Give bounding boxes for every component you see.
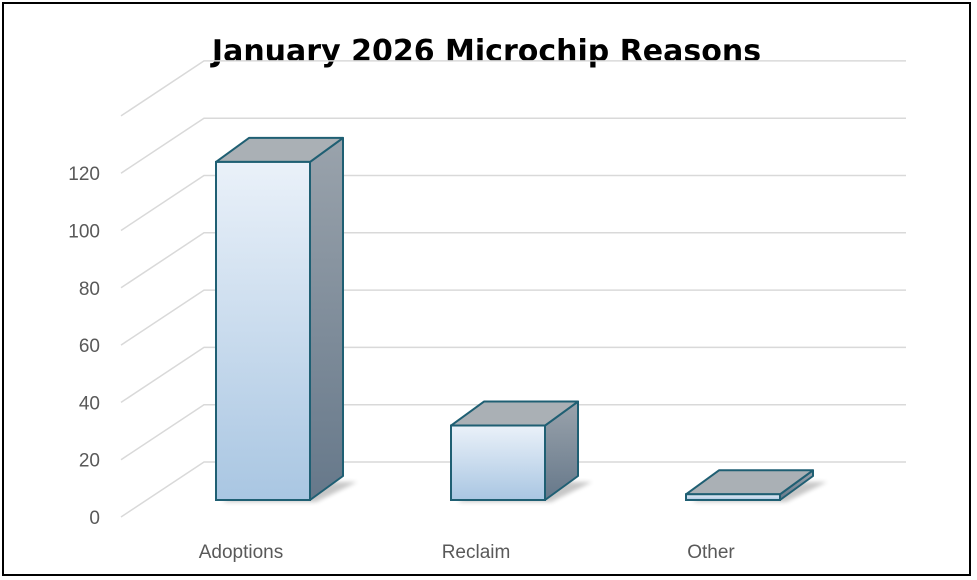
gridlines <box>120 60 906 518</box>
y-tick-label: 120 <box>68 164 100 185</box>
gridline <box>120 403 906 461</box>
y-axis-tick-labels: 0 20 40 60 80 100 120 <box>68 164 100 529</box>
bar-adoptions <box>215 136 357 502</box>
x-axis-category-labels: Adoptions Reclaim Other <box>199 542 736 563</box>
x-category-label: Other <box>687 542 735 563</box>
gridline <box>120 289 906 346</box>
y-tick-label: 40 <box>79 393 100 414</box>
gridline <box>120 461 906 518</box>
y-tick-label: 100 <box>68 222 100 243</box>
gridline <box>120 174 906 232</box>
x-category-label: Adoptions <box>199 542 284 563</box>
bars <box>215 136 827 502</box>
bar-other <box>685 469 827 502</box>
y-tick-label: 80 <box>79 279 100 300</box>
y-tick-label: 0 <box>89 508 100 529</box>
bar-reclaim <box>450 400 592 502</box>
y-tick-label: 60 <box>79 336 100 357</box>
chart-title: January 2026 Microchip Reasons <box>211 34 762 69</box>
y-tick-label: 20 <box>79 451 100 472</box>
gridline <box>120 60 906 117</box>
x-category-label: Reclaim <box>442 542 511 563</box>
chart-plot-area: 0 20 40 60 80 100 120 Adoptions Reclaim Other <box>68 60 906 563</box>
gridline <box>120 232 906 289</box>
gridline <box>120 117 906 174</box>
gridline <box>120 346 906 404</box>
